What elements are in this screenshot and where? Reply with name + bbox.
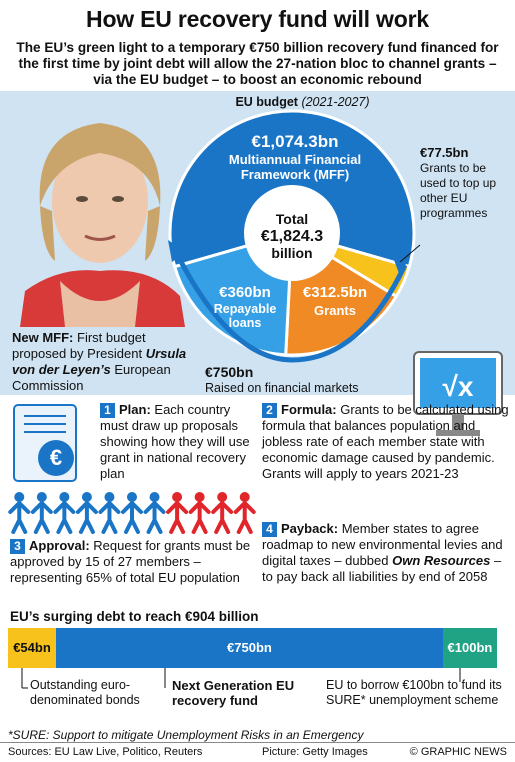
total-label: Total — [275, 211, 309, 227]
step-formula-text: Grants to be calculated using formula th… — [262, 402, 509, 481]
step-plan-head: Plan: — [119, 402, 151, 417]
step-approval-head: Approval: — [29, 538, 90, 553]
footer-sources: Sources: EU Law Live, Politico, Reuters — [8, 746, 203, 758]
raised-text: Raised on financial markets — [205, 381, 359, 395]
mff-label: Multiannual Financial Framework (MFF) — [215, 152, 375, 182]
person-red-icon — [166, 492, 189, 534]
new-mff-lead: New MFF: — [12, 330, 74, 345]
step-formula-head: Formula: — [281, 402, 337, 417]
step-payback-em: Own Resources — [392, 553, 491, 568]
total-value: €1,824.3 — [260, 228, 324, 245]
portrait-photo — [0, 91, 200, 327]
raised-value: €750bn — [205, 364, 254, 380]
total-unit: billion — [271, 245, 313, 261]
debt-bar-segment-2 — [442, 628, 497, 668]
mff-label-line1: Multiannual Financial — [228, 152, 362, 167]
loans-label-line1: Repayable — [213, 302, 277, 316]
person-blue-icon — [98, 492, 121, 534]
total-label-group: Total €1,824.3 billion — [252, 211, 332, 262]
footer-credit: © GRAPHIC NEWS — [409, 746, 507, 758]
step-plan: 1 Plan: Each country must draw up proposa… — [100, 402, 250, 482]
step-plan-number: 1 — [100, 403, 115, 418]
budget-period: (2021-2027) — [301, 95, 370, 109]
person-blue-icon — [53, 492, 76, 534]
debt-caption-sure: EU to borrow €100bn to fund its SURE* un… — [326, 678, 502, 707]
footer: Sources: EU Law Live, Politico, Reuters … — [0, 742, 515, 762]
loans-label: Repayable loans — [205, 302, 285, 330]
footnote: *SURE: Support to mitigate Unemployment … — [8, 728, 364, 742]
debt-bar-segment-0 — [8, 628, 56, 668]
step-payback: 4 Payback: Member states to agree roadmap… — [262, 521, 512, 585]
page-title: How EU recovery fund will work — [86, 6, 429, 32]
step-approval: 3 Approval: Request for grants must be ap… — [10, 538, 255, 586]
person-red-icon — [233, 492, 256, 534]
new-mff-name: Ursula von der Leyen’s — [12, 346, 187, 377]
euro-symbol: € — [50, 445, 62, 470]
debt-chart-title: EU’s surging debt to reach €904 billion — [10, 609, 259, 624]
new-mff-text-1: First budget proposed by President — [12, 330, 146, 361]
step-payback-number: 4 — [262, 522, 277, 537]
new-mff-text-2: European Commission — [12, 362, 171, 393]
person-blue-icon — [30, 492, 53, 534]
person-red-icon — [211, 492, 234, 534]
debt-caption-pointers — [21, 668, 461, 689]
mff-label-line2: Framework (MFF) — [240, 167, 350, 182]
person-red-icon — [188, 492, 211, 534]
person-blue-icon — [121, 492, 143, 534]
debt-bar-label-2: €100bn — [447, 640, 493, 655]
loans-label-line2: loans — [228, 316, 262, 330]
budget-title: EU budget (2021-2027) — [215, 95, 390, 109]
step-approval-number: 3 — [10, 539, 25, 554]
sqrt-symbol: √x — [443, 371, 474, 402]
page-subtitle: The EU’s green light to a temporary €750… — [16, 40, 499, 87]
step-formula: 2 Formula: Grants to be calculated using … — [262, 402, 512, 482]
mff-value: €1,074.3bn — [251, 132, 339, 151]
person-blue-icon — [75, 492, 98, 534]
formula-monitor-icon: √x — [413, 351, 503, 436]
topup-value: €77.5bn — [420, 145, 469, 160]
euro-document-icon: € — [13, 404, 77, 482]
loans-value: €360bn — [219, 284, 271, 301]
step-plan-text: Each country must draw up proposals show… — [100, 402, 250, 481]
member-states-people-icons — [8, 492, 256, 534]
footer-picture: Picture: Getty Images — [262, 746, 368, 758]
new-mff-note: New MFF: First budget proposed by Presid… — [12, 330, 202, 394]
step-payback-text-1: Member states to agree roadmap to new en… — [262, 521, 503, 568]
raised-note: €750bn Raised on financial markets — [205, 365, 405, 396]
grants-label: Grants — [314, 303, 356, 318]
person-blue-icon — [143, 492, 166, 534]
debt-caption-bonds: Outstanding euro-denominated bonds — [30, 678, 140, 707]
debt-bar-segment-1 — [56, 628, 443, 668]
grants-value: €312.5bn — [302, 284, 368, 301]
person-blue-icon — [8, 492, 31, 534]
budget-title-label: EU budget — [235, 95, 298, 109]
step-approval-text: Request for grants must be approved by 1… — [10, 538, 251, 585]
step-payback-text-2: – to pay back all liabilities by end of … — [262, 553, 502, 584]
debt-bar-label-0: €54bn — [13, 640, 51, 655]
step-payback-head: Payback: — [281, 521, 339, 536]
topup-text: Grants to be used to top up other EU pro… — [420, 161, 497, 220]
step-formula-number: 2 — [262, 403, 277, 418]
topup-annotation: €77.5bn Grants to be used to top up othe… — [420, 145, 512, 221]
debt-bar-label-1: €750bn — [227, 640, 272, 655]
debt-caption-ngeu: Next Generation EU recovery fund — [172, 678, 295, 708]
